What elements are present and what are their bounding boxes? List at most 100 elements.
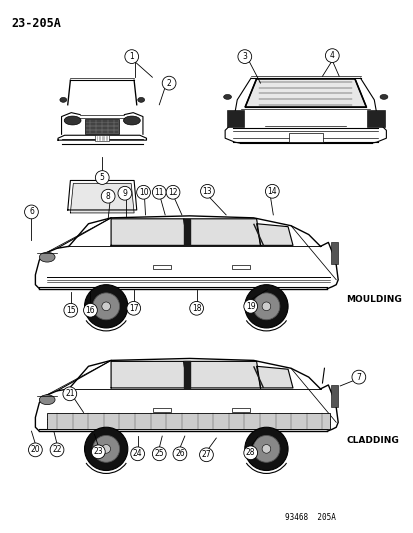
Circle shape xyxy=(199,448,213,462)
Circle shape xyxy=(84,285,128,328)
Text: 9: 9 xyxy=(122,189,127,198)
Circle shape xyxy=(325,49,338,62)
Polygon shape xyxy=(253,224,263,245)
Ellipse shape xyxy=(123,116,140,125)
Circle shape xyxy=(243,300,257,313)
Bar xyxy=(366,110,384,127)
Text: 5: 5 xyxy=(100,173,104,182)
Bar xyxy=(47,414,330,429)
Text: 23: 23 xyxy=(93,447,103,456)
Circle shape xyxy=(166,185,180,199)
Circle shape xyxy=(126,301,140,315)
Circle shape xyxy=(351,370,365,384)
Circle shape xyxy=(24,205,38,219)
Bar xyxy=(231,265,249,269)
Polygon shape xyxy=(245,79,366,107)
Circle shape xyxy=(244,427,287,471)
Bar xyxy=(330,243,337,264)
Circle shape xyxy=(125,50,138,63)
Circle shape xyxy=(200,184,214,198)
Text: 2: 2 xyxy=(166,79,171,87)
Circle shape xyxy=(261,445,270,453)
Circle shape xyxy=(252,293,279,320)
Circle shape xyxy=(93,435,119,462)
Bar xyxy=(153,265,171,269)
Text: 16: 16 xyxy=(85,306,95,315)
Text: 26: 26 xyxy=(175,449,184,458)
Text: 27: 27 xyxy=(201,450,211,459)
Text: 93468  205A: 93468 205A xyxy=(285,513,335,522)
Polygon shape xyxy=(183,219,189,245)
Bar xyxy=(95,135,109,141)
Polygon shape xyxy=(111,361,186,388)
Circle shape xyxy=(237,50,251,63)
Bar xyxy=(288,133,322,142)
Polygon shape xyxy=(183,361,189,388)
Text: 7: 7 xyxy=(356,373,361,382)
Text: 6: 6 xyxy=(29,207,34,216)
Circle shape xyxy=(118,187,131,200)
Circle shape xyxy=(261,302,270,311)
Polygon shape xyxy=(183,361,260,388)
Text: 17: 17 xyxy=(128,304,138,313)
Circle shape xyxy=(102,302,110,311)
Bar xyxy=(231,408,249,411)
Text: 24: 24 xyxy=(133,449,142,458)
Circle shape xyxy=(131,447,144,461)
Text: CLADDING: CLADDING xyxy=(345,435,398,445)
Polygon shape xyxy=(256,366,292,388)
Circle shape xyxy=(244,285,287,328)
Text: 28: 28 xyxy=(245,448,255,457)
Polygon shape xyxy=(253,366,263,388)
Circle shape xyxy=(84,427,128,471)
Text: 10: 10 xyxy=(138,188,148,197)
Circle shape xyxy=(50,443,64,457)
Circle shape xyxy=(162,76,176,90)
Circle shape xyxy=(265,184,278,198)
Ellipse shape xyxy=(60,98,66,102)
Text: 12: 12 xyxy=(168,188,177,197)
Polygon shape xyxy=(70,183,134,213)
Circle shape xyxy=(64,303,78,317)
Circle shape xyxy=(93,293,119,320)
Circle shape xyxy=(63,387,76,401)
Ellipse shape xyxy=(379,94,387,99)
Text: 23-205A: 23-205A xyxy=(12,17,62,30)
Circle shape xyxy=(189,301,203,315)
Text: 3: 3 xyxy=(242,52,247,61)
Text: 20: 20 xyxy=(31,446,40,454)
Circle shape xyxy=(83,303,97,317)
Circle shape xyxy=(152,447,166,461)
Bar xyxy=(153,408,171,411)
Text: 8: 8 xyxy=(105,192,110,201)
Text: 18: 18 xyxy=(191,304,201,313)
Text: MOULDING: MOULDING xyxy=(345,295,401,304)
Circle shape xyxy=(152,185,166,199)
Ellipse shape xyxy=(138,98,144,102)
Circle shape xyxy=(101,189,115,203)
Circle shape xyxy=(173,447,186,461)
Circle shape xyxy=(136,185,150,199)
Polygon shape xyxy=(256,224,292,245)
Text: 21: 21 xyxy=(65,389,74,398)
Polygon shape xyxy=(111,219,186,245)
Bar xyxy=(226,110,244,127)
Text: 4: 4 xyxy=(329,51,334,60)
Bar xyxy=(85,118,119,134)
Circle shape xyxy=(28,443,42,457)
Circle shape xyxy=(95,171,109,184)
Circle shape xyxy=(102,445,110,453)
Text: 1: 1 xyxy=(129,52,134,61)
Ellipse shape xyxy=(223,94,231,99)
Circle shape xyxy=(243,446,257,459)
Text: 13: 13 xyxy=(202,187,212,196)
Text: 11: 11 xyxy=(154,188,164,197)
Text: 22: 22 xyxy=(52,446,62,454)
Text: 25: 25 xyxy=(154,449,164,458)
Ellipse shape xyxy=(64,116,81,125)
Ellipse shape xyxy=(39,395,55,405)
Circle shape xyxy=(91,445,105,459)
Text: 14: 14 xyxy=(267,187,276,196)
Bar xyxy=(330,385,337,407)
Ellipse shape xyxy=(39,252,55,262)
